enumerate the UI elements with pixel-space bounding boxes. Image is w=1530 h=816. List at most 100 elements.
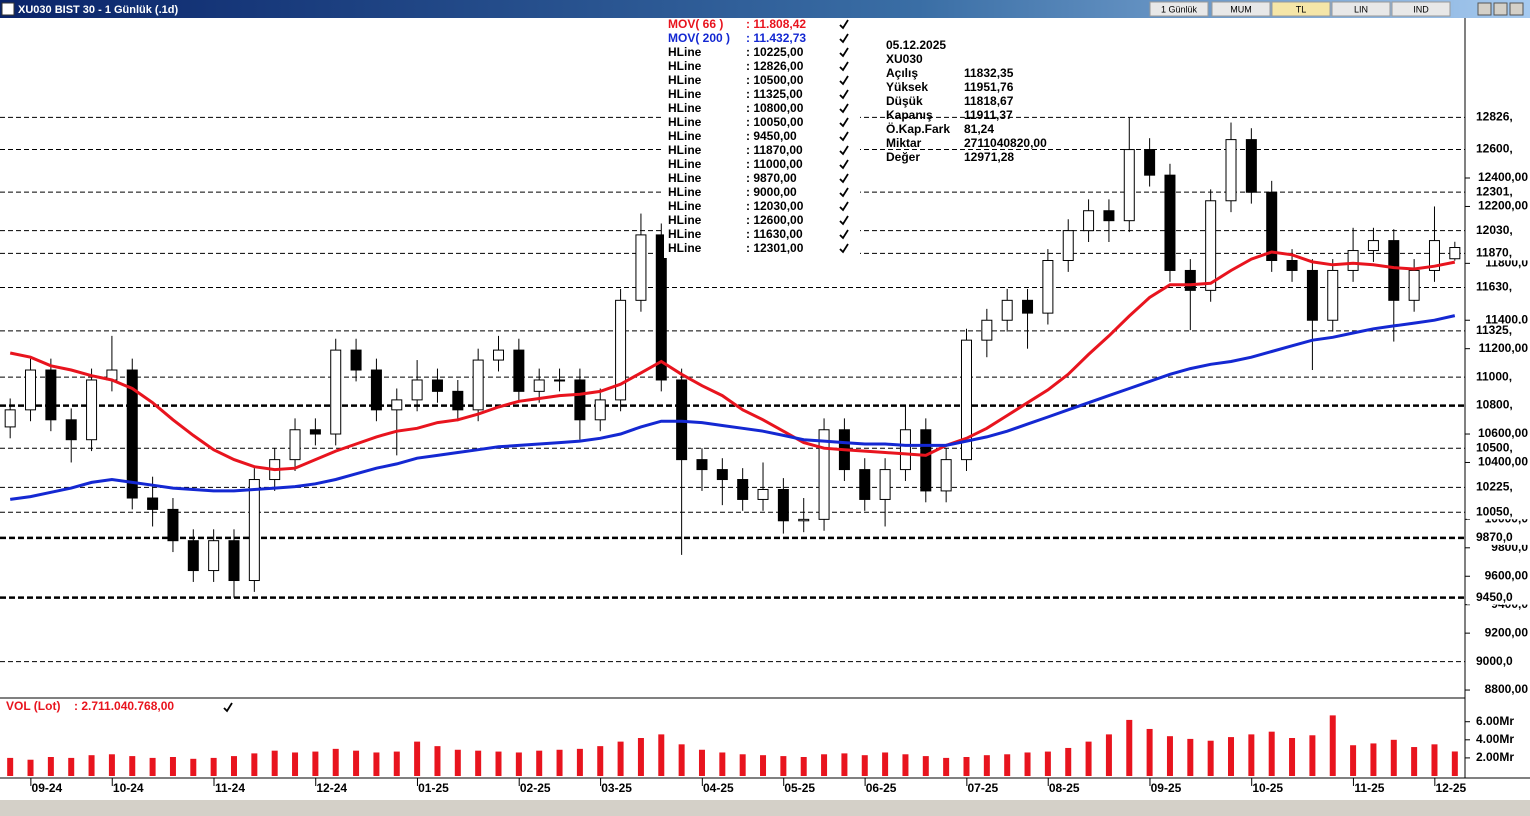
hline-label-bg: [1467, 185, 1529, 200]
check-icon[interactable]: [839, 75, 849, 86]
candle-body: [1266, 191, 1278, 262]
hline-axis-label: 12301,: [1476, 184, 1513, 198]
volume-bar: [393, 751, 400, 776]
volume-bar: [129, 756, 136, 776]
legend-value: : 10500,00: [746, 73, 804, 87]
legend-value: : 10225,00: [746, 45, 804, 59]
volume-bar: [515, 752, 522, 776]
hline-label-bg: [1467, 441, 1529, 456]
volume-bar: [271, 750, 278, 776]
volume-bar: [88, 755, 95, 776]
x-tick-label: 05-25: [784, 781, 815, 795]
hline-axis-label: 10800,: [1476, 398, 1513, 412]
candle-body: [1449, 247, 1461, 260]
check-icon[interactable]: [839, 243, 849, 254]
legend-value: : 12600,00: [746, 213, 804, 227]
volume-bar: [190, 758, 197, 776]
candle-body: [65, 419, 77, 441]
info-symbol: XU030: [886, 52, 923, 66]
maximize-button[interactable]: [1493, 2, 1508, 16]
check-icon[interactable]: [839, 47, 849, 58]
check-icon[interactable]: [839, 131, 849, 142]
check-icon[interactable]: [839, 103, 849, 114]
toolbar-button[interactable]: [1391, 1, 1451, 17]
volume-bar: [841, 753, 848, 776]
check-icon[interactable]: [839, 145, 849, 156]
check-icon[interactable]: [839, 89, 849, 100]
legend-value: : 10050,00: [746, 115, 804, 129]
volume-tick-label: 6.00Mr: [1476, 714, 1514, 728]
candle-body: [452, 390, 464, 411]
check-icon[interactable]: [839, 19, 849, 30]
volume-bar: [658, 734, 665, 776]
legend-name: HLine: [668, 185, 702, 199]
candle-body: [45, 369, 57, 421]
legend-value: : 11.432,73: [746, 31, 806, 45]
volume-tick-label: 2.00Mr: [1476, 750, 1514, 764]
check-icon[interactable]: [839, 117, 849, 128]
legend-name: MOV( 200 ): [668, 31, 730, 45]
check-icon[interactable]: [839, 61, 849, 72]
x-tick-label: 01-25: [418, 781, 449, 795]
x-tick-label: 11-24: [215, 781, 245, 795]
info-value: 11832,35: [964, 66, 1014, 80]
check-icon[interactable]: [839, 173, 849, 184]
candle-body: [289, 429, 301, 461]
volume-bar: [536, 750, 543, 776]
volume-bar: [1126, 719, 1133, 776]
toolbar-button[interactable]: [1149, 1, 1209, 17]
toolbar-button[interactable]: [1331, 1, 1391, 17]
legend-name: HLine: [668, 87, 702, 101]
hline-axis-label: 9000,0: [1476, 654, 1513, 668]
volume-bar: [617, 741, 624, 776]
volume-bar: [1451, 751, 1458, 776]
info-value: 11818,67: [964, 94, 1014, 108]
hline-label-bg: [1467, 505, 1529, 520]
toolbar-label: 1 Günlük: [1161, 4, 1198, 14]
check-icon[interactable]: [839, 159, 849, 170]
minimize-button[interactable]: [1477, 2, 1492, 16]
candle-body: [1103, 210, 1115, 222]
volume-bar: [251, 753, 258, 776]
check-icon[interactable]: [839, 229, 849, 240]
check-icon[interactable]: [839, 187, 849, 198]
hline-axis-label: 10050,: [1476, 504, 1513, 518]
volume-bar: [882, 752, 889, 776]
check-icon[interactable]: [839, 201, 849, 212]
candle-body: [1408, 269, 1420, 301]
check-icon[interactable]: [223, 702, 233, 713]
check-icon[interactable]: [839, 215, 849, 226]
legend-value: : 9000,00: [746, 185, 797, 199]
x-tick-label: 08-25: [1049, 781, 1080, 795]
candle-body: [228, 540, 240, 582]
x-tick-label: 12-24: [316, 781, 347, 795]
x-tick-label: 09-24: [32, 781, 63, 795]
toolbar-button[interactable]: [1211, 1, 1271, 17]
toolbar-button[interactable]: [1271, 1, 1331, 17]
info-label: Miktar: [886, 136, 922, 150]
title-bar: [0, 0, 1530, 18]
close-button[interactable]: [1509, 2, 1524, 16]
volume-bar: [1024, 752, 1031, 776]
legend-background: [664, 18, 860, 258]
candle-body: [1306, 269, 1318, 321]
hline-axis-label: 12030,: [1476, 223, 1513, 237]
volume-bar: [637, 738, 644, 776]
hline-axis-label: 11630,: [1476, 280, 1512, 294]
check-icon[interactable]: [839, 33, 849, 44]
volume-bar: [1329, 715, 1336, 776]
volume-bar: [373, 752, 380, 776]
volume-bar: [1004, 754, 1011, 776]
x-tick-label: 07-25: [967, 781, 998, 795]
legend-value: : 12301,00: [746, 241, 804, 255]
hline-axis-label: 10500,: [1476, 440, 1513, 454]
volume-bar: [963, 757, 970, 776]
candle-body: [777, 488, 789, 522]
volume-bar: [353, 750, 360, 776]
toolbar-label: IND: [1413, 4, 1429, 14]
candle-body: [1083, 210, 1095, 232]
hline-label-bg: [1467, 530, 1529, 545]
candle-body: [615, 299, 627, 401]
volume-bar: [1289, 738, 1296, 776]
